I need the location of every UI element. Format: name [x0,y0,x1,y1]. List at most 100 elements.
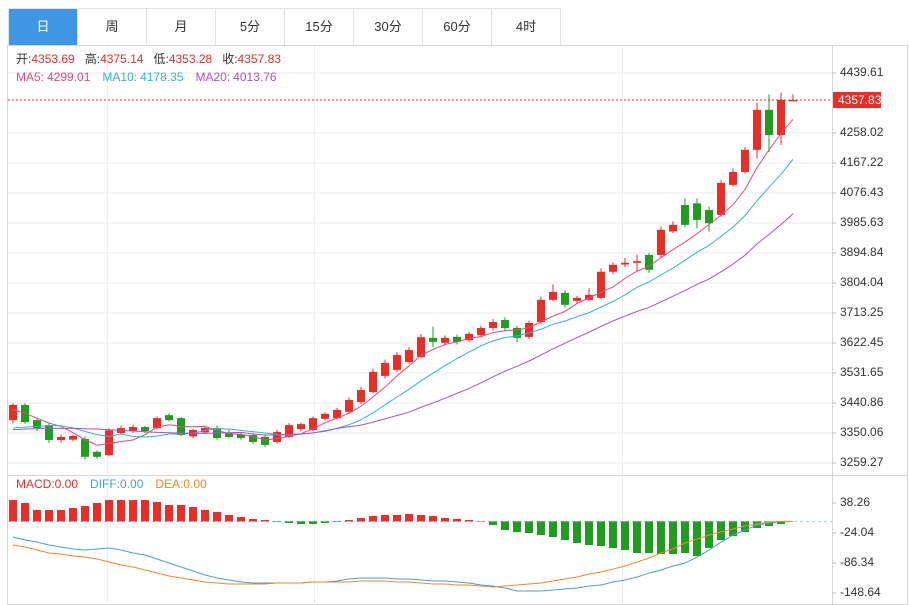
candle-body [621,262,629,265]
macd-bar [129,500,137,522]
candle-body [345,399,353,412]
period-tab[interactable]: 4时 [492,9,561,45]
candle-body [405,350,413,362]
candle-body [645,254,653,270]
legend-value: 0.00 [55,477,79,491]
macd-bar [765,521,773,527]
candle-body [69,435,77,440]
candle-body [669,224,677,232]
candle-body [33,420,41,429]
ohlc-value: 4353.69 [31,52,75,66]
candle-body [477,327,485,336]
macd-bar [57,510,65,522]
macd-bar [573,521,581,544]
candle-body [597,271,605,298]
candle-body [765,109,773,135]
macd-bar [21,503,29,522]
candle-body [789,100,797,102]
candle-body [549,291,557,300]
macd-bar [717,521,725,541]
candle-body [537,299,545,322]
macd-bar [105,500,113,522]
legend-value: 0.00 [183,477,207,491]
macd-bar [777,521,785,525]
ohlc-header: 开:4353.69 高:4375.14 低:4353.28 收:4357.83 [16,51,281,66]
y-tick-label: 3531.65 [840,365,884,379]
macd-bar [525,521,533,534]
macd-bar [369,516,377,522]
period-tab[interactable]: 月 [147,9,216,45]
period-tab[interactable]: 30分 [354,9,423,45]
ohlc-value: 4375.14 [100,52,144,66]
candle-body [705,209,713,224]
macd-bar [501,521,509,531]
ma-line [12,119,794,446]
macd-bar [417,515,425,522]
macd-bar [549,521,557,538]
y-tick-label: 3259.27 [840,455,884,469]
macd-bar [585,521,593,546]
macd-bar [453,519,461,522]
period-tab[interactable]: 60分 [423,9,492,45]
macd-bar [393,515,401,522]
candle-body [261,436,269,445]
candle-body [381,362,389,376]
ohlc-value: 4353.28 [169,52,213,66]
candle-body [273,432,281,442]
y-tick-label: 4439.61 [840,65,884,79]
candle-body [417,337,425,358]
period-tab[interactable]: 日 [9,9,78,45]
legend-name: MA20: [195,70,230,84]
macd-bar [333,521,341,523]
candle-body [513,327,521,338]
macd-bar [345,520,353,522]
y-tick-label: 3713.25 [840,305,884,319]
macd-bar [669,521,677,555]
y-tick-label: 3622.45 [840,335,884,349]
macd-line [12,520,794,592]
macd-bar [561,521,569,541]
candle-body [501,320,509,328]
macd-bar [657,521,665,555]
macd-bar [609,521,617,549]
period-tab[interactable]: 周 [78,9,147,45]
candle-body [57,436,65,440]
macd-bar [177,505,185,522]
macd-bar [189,507,197,522]
legend-value: 4013.76 [233,70,277,84]
y-tick-label: 4258.02 [840,125,884,139]
macd-bar [357,518,365,522]
macd-bar [321,521,329,524]
candle-body [525,322,533,337]
y-tick-label: 38.26 [840,495,870,509]
ma-legend: MA5: 4299.01 MA10: 4178.35 MA20: 4013.76 [16,70,277,84]
period-tab[interactable]: 15分 [285,9,354,45]
candle-body [729,171,737,185]
candle-body [9,404,17,421]
candle-body [45,425,53,440]
candle-body [93,451,101,457]
candle-body [717,182,725,215]
legend-name: DIFF: [90,477,120,491]
candle-body [561,292,569,305]
macd-bar [69,508,77,522]
macd-bar [33,510,41,522]
candle-body [153,418,161,429]
macd-bar [261,520,269,522]
macd-bar [249,519,257,522]
macd-bar [297,521,305,525]
macd-bar [309,521,317,525]
macd-legend: MACD:0.00 DIFF:0.00 DEA:0.00 [16,477,207,491]
candle-body [165,415,173,421]
period-tabs: 日周月 5分 15分 30分 60分 4时 [8,8,561,46]
period-tab[interactable]: 5分 [216,9,285,45]
y-tick-label: 3894.84 [840,245,884,259]
y-tick-label: 3985.63 [840,215,884,229]
candle-body [333,409,341,419]
candle-body [609,264,617,272]
ma-line [12,159,794,438]
y-tick-label: -24.04 [840,525,874,539]
macd-bar [465,520,473,522]
y-tick-label: -148.64 [840,585,881,599]
